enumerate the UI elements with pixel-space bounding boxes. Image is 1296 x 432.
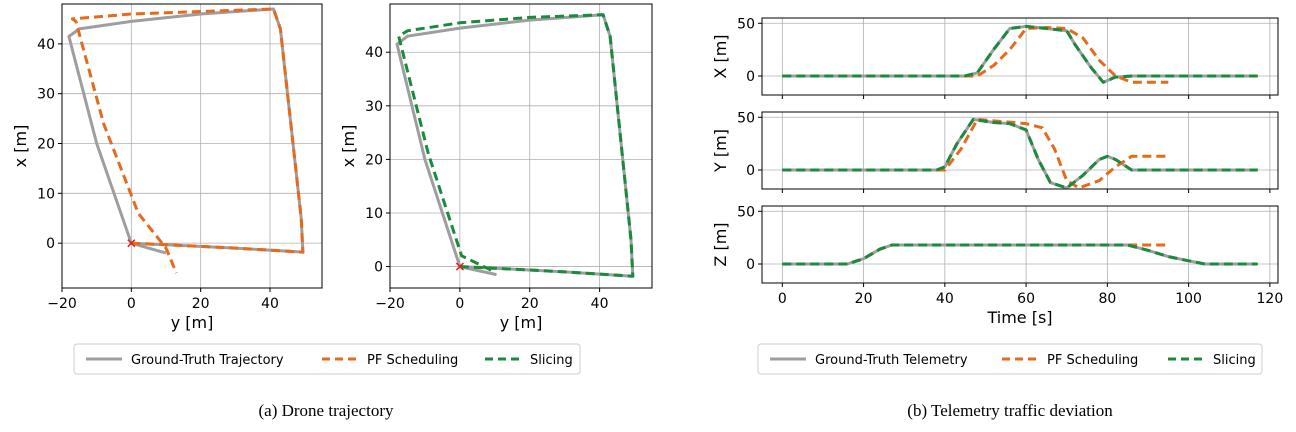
y-tick-label: 0 [746,69,755,85]
x-tick-label: −20 [375,296,405,312]
y-tick-label: 10 [37,186,55,202]
y-tick-label: 40 [365,45,383,61]
plot-area [390,4,652,288]
x-tick-label: 100 [1175,291,1202,307]
plot-area [762,112,1278,189]
telemetry-x-plot: 0 50 X [m] [711,16,1278,99]
x-tick-label: 0 [778,291,787,307]
y-axis-label: x [m] [11,125,30,168]
y-tick-label: 50 [737,16,755,32]
legend-b-pf-label: PF Scheduling [1047,353,1138,368]
caption-b: (b) Telemetry traffic deviation [907,401,1113,420]
x-axis-label: Time [s] [986,308,1052,327]
x-tick-label: −20 [47,296,77,312]
legend-a: Ground-Truth Trajectory PF Scheduling Sl… [74,344,580,374]
telemetry-y-plot: 0 50 Y [m] [711,110,1278,193]
y-tick-label: 20 [365,152,383,168]
x-tick-label: 40 [936,291,954,307]
x-tick-label: 0 [127,296,136,312]
x-tick-label: 20 [521,296,539,312]
x-tick-label: 20 [192,296,210,312]
y-tick-label: 0 [46,236,55,252]
y-tick-label: 20 [37,137,55,153]
y-tick-label: 0 [374,260,383,276]
trajectory-plot-pf: 0 10 20 30 40 −20 0 20 40 y [m] x [m] [11,4,322,332]
plot-area [762,18,1278,95]
y-axis-label: x [m] [339,125,358,168]
y-axis-label: X [m] [711,34,730,78]
caption-a: (a) Drone trajectory [259,401,394,420]
telemetry-z-plot: 0 50 0 20 40 60 80 100 120 Time [s] Z [m] [711,204,1283,327]
x-tick-label: 120 [1257,291,1284,307]
legend-a-gt-label: Ground-Truth Trajectory [131,353,284,368]
legend-a-sl-label: Slicing [530,353,573,368]
y-axis-label: Z [m] [711,222,730,266]
x-axis-label: y [m] [500,313,543,332]
x-axis-label: y [m] [171,313,214,332]
x-tick-label: 40 [591,296,609,312]
x-tick-label: 20 [855,291,873,307]
legend-b-sl-label: Slicing [1213,353,1256,368]
y-tick-label: 30 [365,99,383,115]
y-axis-label: Y [m] [711,129,730,173]
legend-a-pf-label: PF Scheduling [367,353,458,368]
y-tick-label: 10 [365,206,383,222]
y-tick-label: 50 [737,110,755,126]
y-tick-label: 0 [746,257,755,273]
y-tick-label: 30 [37,87,55,103]
y-tick-label: 40 [37,37,55,53]
x-tick-label: 40 [261,296,279,312]
x-tick-label: 80 [1098,291,1116,307]
x-tick-label: 60 [1017,291,1035,307]
legend-b-gt-label: Ground-Truth Telemetry [815,353,968,368]
trajectory-plot-slicing: 0 10 20 30 40 −20 0 20 40 y [m] x [m] [339,4,652,332]
x-tick-label: 0 [455,296,464,312]
legend-b: Ground-Truth Telemetry PF Scheduling Sli… [758,344,1262,374]
y-tick-label: 50 [737,204,755,220]
y-tick-label: 0 [746,163,755,179]
